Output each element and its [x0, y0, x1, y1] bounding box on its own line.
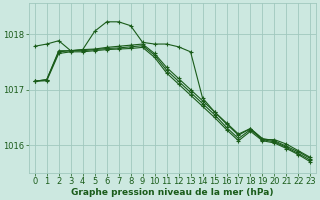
X-axis label: Graphe pression niveau de la mer (hPa): Graphe pression niveau de la mer (hPa) [71, 188, 274, 197]
